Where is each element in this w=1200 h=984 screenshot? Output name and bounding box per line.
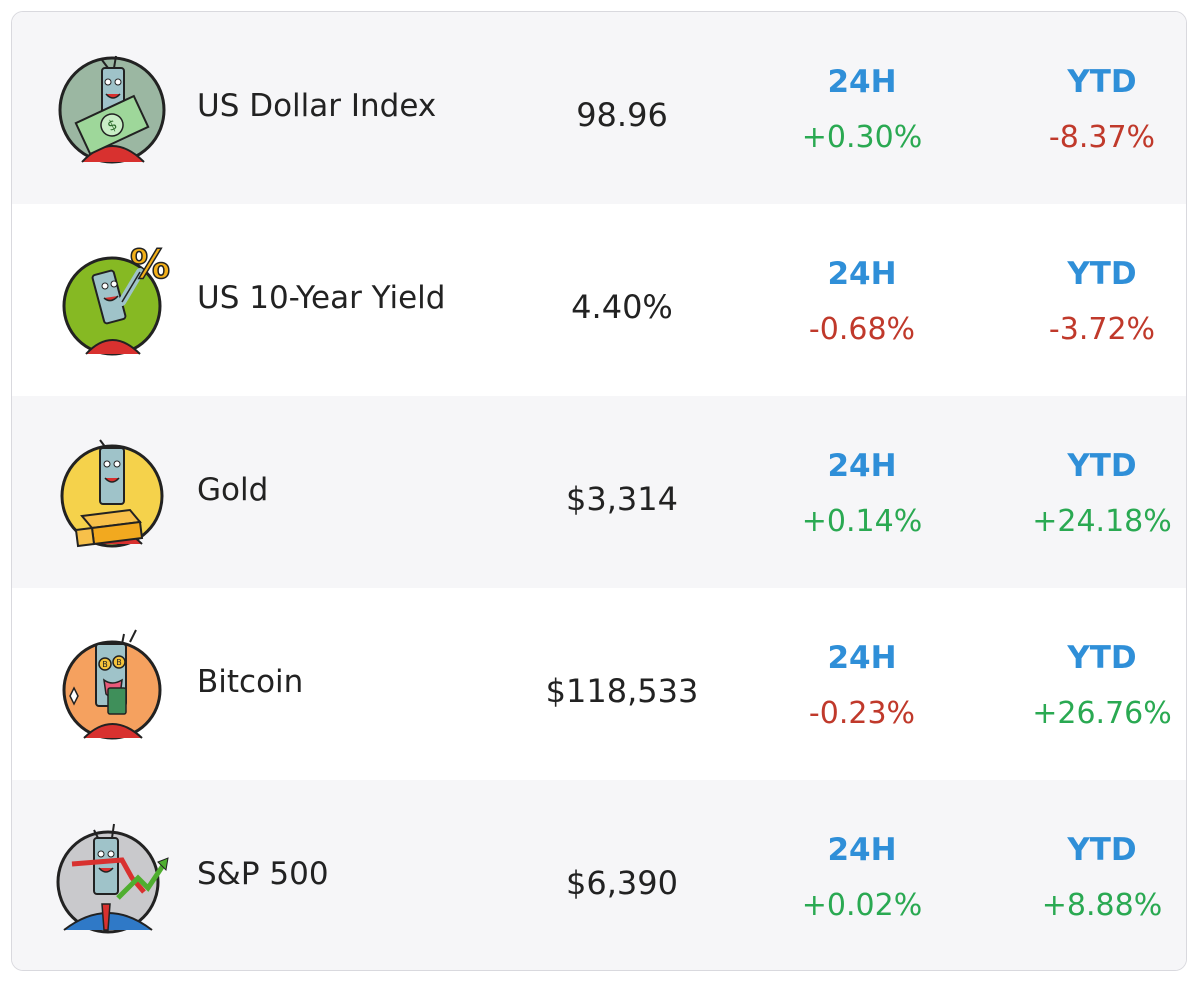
asset-price: $6,390 (566, 864, 678, 902)
asset-price: $3,314 (566, 480, 678, 518)
change-ytd-value: -3.72% (1048, 312, 1156, 347)
change-24h-label: 24H (827, 640, 897, 676)
market-row-bitcoin[interactable]: B B Bitcoin $118,533 24H -0.23% YTD +26.… (12, 588, 1186, 780)
asset-price: 98.96 (576, 96, 668, 134)
change-24h-label: 24H (827, 64, 897, 100)
change-ytd-label: YTD (1067, 256, 1137, 292)
gold-bars-mascot-icon (52, 434, 172, 554)
change-ytd-label: YTD (1067, 640, 1137, 676)
change-ytd-value: +8.88% (1041, 888, 1163, 923)
change-24h-value: +0.14% (801, 504, 923, 539)
svg-text:%: % (130, 242, 170, 288)
asset-name: S&P 500 (197, 856, 329, 892)
change-ytd-label: YTD (1067, 832, 1137, 868)
market-row-us-10-year-yield[interactable]: % US 10-Year Yield 4.40% 24H -0.68% YTD … (12, 204, 1186, 396)
asset-name: US 10-Year Yield (197, 280, 446, 316)
change-24h-value: +0.02% (801, 888, 923, 923)
asset-price: 4.40% (571, 288, 673, 326)
change-ytd-value: -8.37% (1048, 120, 1156, 155)
asset-name: Gold (197, 472, 269, 508)
change-24h-value: -0.23% (808, 696, 916, 731)
asset-price: $118,533 (545, 672, 699, 710)
svg-text:B: B (116, 658, 122, 667)
svg-text:B: B (102, 660, 108, 669)
change-24h-value: +0.30% (801, 120, 923, 155)
change-ytd-value: +26.76% (1032, 696, 1172, 731)
asset-name: US Dollar Index (197, 88, 437, 124)
market-summary-card: $ US Dollar Index 98.96 24H +0.30% YTD -… (11, 11, 1187, 971)
market-row-sp-500[interactable]: S&P 500 $6,390 24H +0.02% YTD +8.88% (12, 780, 1186, 970)
change-24h-value: -0.68% (808, 312, 916, 347)
bitcoin-mascot-icon: B B (52, 626, 172, 746)
change-24h-label: 24H (827, 832, 897, 868)
change-ytd-label: YTD (1067, 448, 1137, 484)
change-ytd-value: +24.18% (1032, 504, 1172, 539)
dollar-mascot-icon: $ (52, 50, 172, 170)
market-row-gold[interactable]: Gold $3,314 24H +0.14% YTD +24.18% (12, 396, 1186, 588)
change-24h-label: 24H (827, 448, 897, 484)
percent-mascot-icon: % (52, 242, 172, 362)
change-24h-label: 24H (827, 256, 897, 292)
asset-name: Bitcoin (197, 664, 304, 700)
change-ytd-label: YTD (1067, 64, 1137, 100)
market-row-us-dollar-index[interactable]: $ US Dollar Index 98.96 24H +0.30% YTD -… (12, 12, 1186, 204)
stock-chart-mascot-icon (52, 818, 172, 938)
